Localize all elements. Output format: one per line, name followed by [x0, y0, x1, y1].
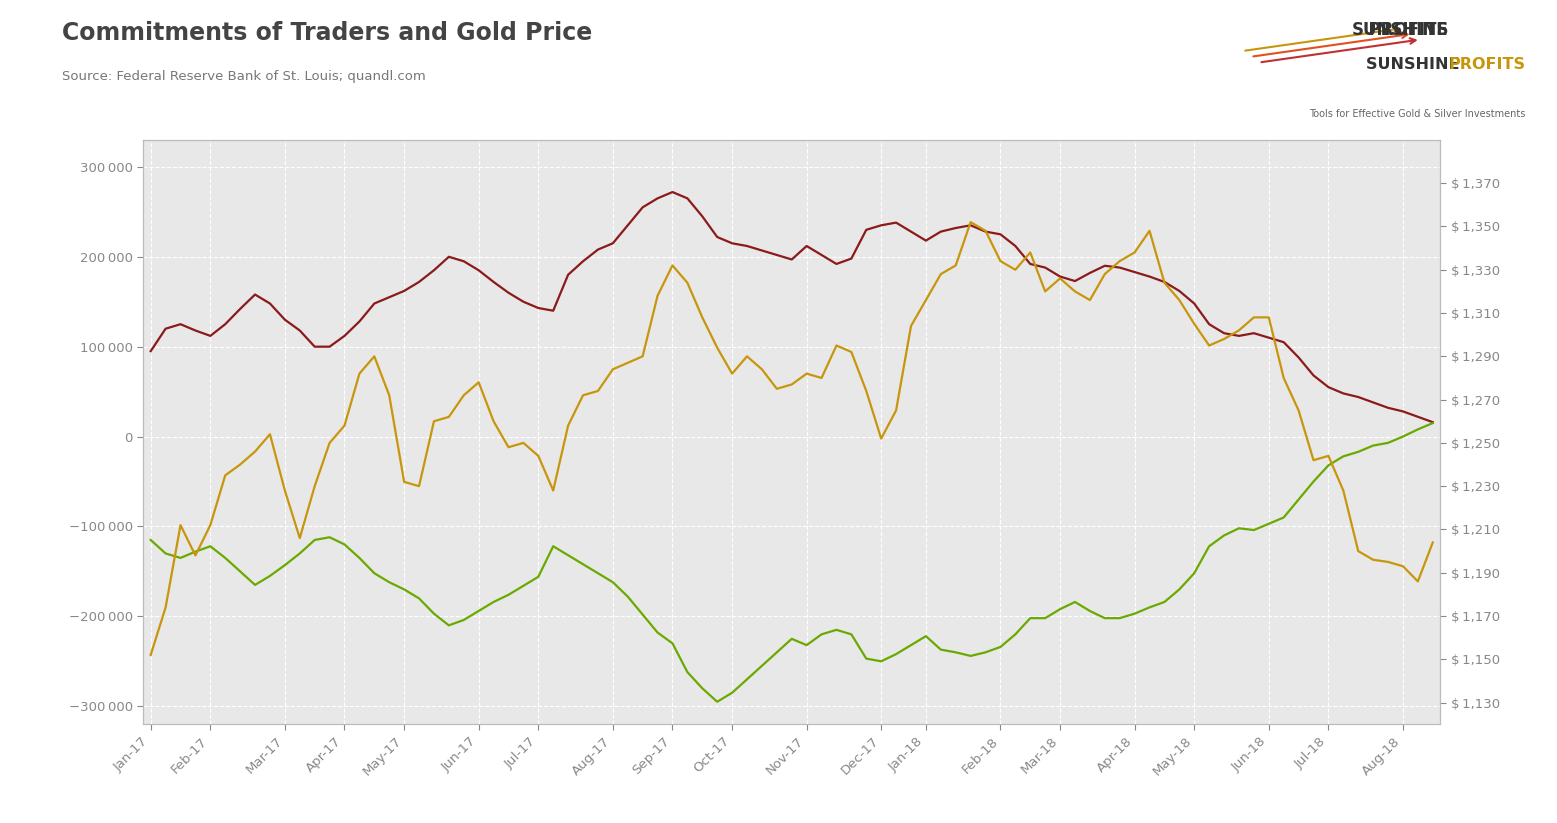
- Text: PROFITS: PROFITS: [1311, 21, 1448, 39]
- Text: PROFITS: PROFITS: [1450, 57, 1526, 72]
- Text: SUNSHINE: SUNSHINE: [1351, 21, 1448, 39]
- Text: Commitments of Traders and Gold Price: Commitments of Traders and Gold Price: [62, 21, 593, 44]
- Text: SUNSHINE: SUNSHINE: [1365, 57, 1465, 72]
- Text: Tools for Effective Gold & Silver Investments: Tools for Effective Gold & Silver Invest…: [1309, 109, 1526, 119]
- Text: Source: Federal Reserve Bank of St. Louis; quandl.com: Source: Federal Reserve Bank of St. Loui…: [62, 70, 427, 83]
